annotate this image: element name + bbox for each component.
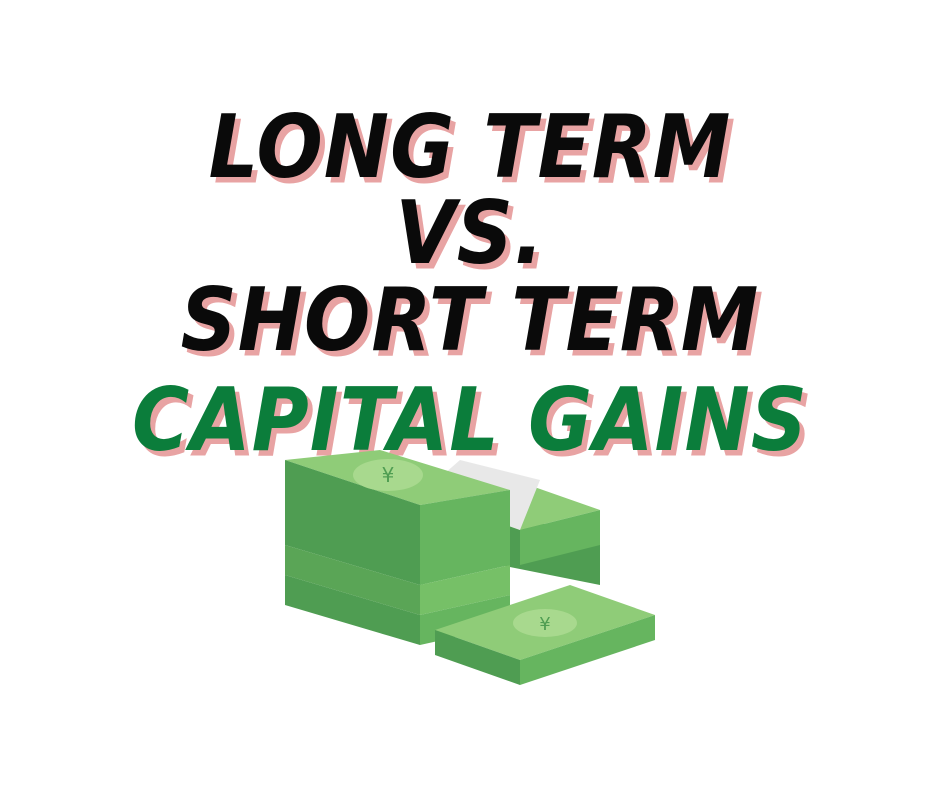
headline-line-vs: VS. [395, 183, 545, 285]
front-cash-stack: ¥ [435, 585, 655, 685]
yen-symbol-front: ¥ [539, 614, 550, 635]
headline-line-capital-gains: CAPITAL GAINS [131, 370, 809, 472]
headline-line-long-term: LONG TERM [208, 97, 732, 199]
cash-stack-icon: ¥ ¥ [285, 450, 655, 685]
yen-symbol-top: ¥ [382, 463, 395, 487]
headline-line-short-term: SHORT TERM [180, 270, 760, 372]
